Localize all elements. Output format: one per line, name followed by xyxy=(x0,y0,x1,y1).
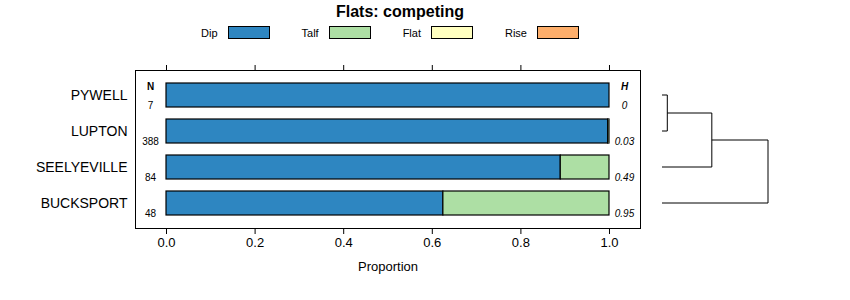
svg-text:388: 388 xyxy=(142,136,159,147)
svg-text:0.4: 0.4 xyxy=(335,235,353,250)
svg-text:0.6: 0.6 xyxy=(423,235,441,250)
html-text:Dip: Dip xyxy=(201,26,218,39)
svg-text:H: H xyxy=(621,81,629,92)
svg-text:N: N xyxy=(147,81,154,92)
svg-text:BUCKSPORT: BUCKSPORT xyxy=(41,195,128,211)
svg-text:0.0: 0.0 xyxy=(157,235,175,250)
svg-text:0.8: 0.8 xyxy=(512,235,530,250)
svg-text:0.95: 0.95 xyxy=(615,208,635,219)
html-text:Flat: Flat xyxy=(402,26,421,39)
svg-text:0.2: 0.2 xyxy=(246,235,264,250)
html-text:Flats: competing: Flats: competing xyxy=(336,3,464,20)
html-text:Rise: Rise xyxy=(505,26,527,39)
svg-text:Proportion: Proportion xyxy=(358,259,418,274)
svg-text:84: 84 xyxy=(145,172,157,183)
svg-text:LUPTON: LUPTON xyxy=(71,123,128,139)
svg-text:48: 48 xyxy=(145,208,157,219)
svg-text:0.03: 0.03 xyxy=(615,136,635,147)
svg-text:7: 7 xyxy=(148,100,154,111)
svg-text:0: 0 xyxy=(622,100,628,111)
svg-text:1.0: 1.0 xyxy=(600,235,618,250)
svg-text:0.49: 0.49 xyxy=(615,172,635,183)
svg-text:SEELYEVILLE: SEELYEVILLE xyxy=(36,159,128,175)
svg-text:PYWELL: PYWELL xyxy=(71,87,128,103)
html-text:Talf: Talf xyxy=(301,26,319,39)
